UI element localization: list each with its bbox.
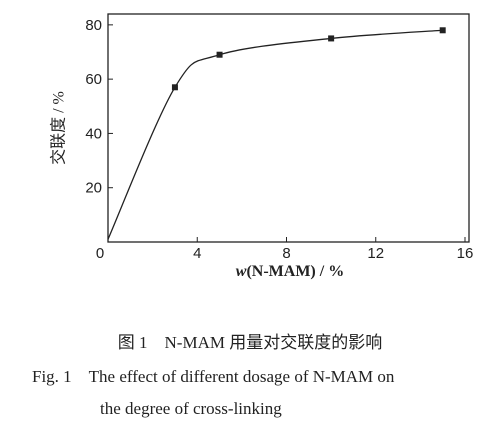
caption-cn: 图 1 N-MAM 用量对交联度的影响 [118,333,382,352]
y-tick-label: 20 [85,180,102,197]
data-point [328,35,335,42]
x-tick-label: 8 [282,245,290,262]
caption-en: Fig. 1 The effect of different dosage of… [32,367,395,386]
data-point [439,27,446,34]
x-tick-label: 0 [96,245,104,262]
data-point [216,51,223,58]
caption-en: the degree of cross-linking [100,399,282,418]
x-axis-label: w(N-MAM) / % [236,263,344,280]
data-line [107,29,443,240]
x-tick-label: 4 [193,245,201,262]
y-tick-label: 40 [85,125,102,142]
x-tick-label: 12 [367,245,384,262]
y-tick-label: 80 [85,17,102,34]
x-axis-label-rest: (N-MAM) / % [246,263,344,280]
y-tick-label: 60 [85,71,102,88]
y-axis-label: 交联度 / % [50,91,68,165]
plot-frame [107,13,470,243]
x-axis-label-var: w [236,263,247,280]
data-point [171,84,178,91]
x-tick-label: 16 [457,245,474,262]
